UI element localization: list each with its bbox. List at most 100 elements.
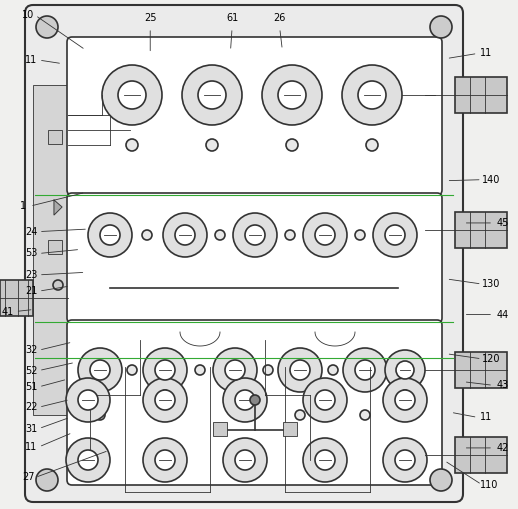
Circle shape — [182, 65, 242, 125]
Text: 52: 52 — [25, 365, 37, 376]
Text: 130: 130 — [482, 279, 500, 289]
Circle shape — [66, 378, 110, 422]
Circle shape — [385, 225, 405, 245]
Circle shape — [235, 390, 255, 410]
Circle shape — [195, 365, 205, 375]
Text: 11: 11 — [25, 55, 37, 65]
Circle shape — [142, 230, 152, 240]
Bar — [455, 212, 507, 248]
Text: 45: 45 — [496, 218, 509, 228]
Circle shape — [225, 360, 245, 380]
Circle shape — [295, 410, 305, 420]
Circle shape — [278, 81, 306, 109]
Circle shape — [36, 16, 58, 38]
Circle shape — [245, 225, 265, 245]
Circle shape — [315, 390, 335, 410]
Circle shape — [360, 410, 370, 420]
FancyBboxPatch shape — [67, 320, 442, 485]
Circle shape — [290, 360, 310, 380]
Circle shape — [163, 213, 207, 257]
Text: 27: 27 — [22, 472, 35, 483]
Polygon shape — [54, 200, 62, 215]
Circle shape — [160, 410, 170, 420]
Circle shape — [215, 230, 225, 240]
Circle shape — [430, 16, 452, 38]
Circle shape — [396, 361, 414, 379]
Text: 41: 41 — [2, 306, 14, 317]
Circle shape — [95, 410, 105, 420]
Circle shape — [320, 440, 330, 450]
Circle shape — [127, 365, 137, 375]
Text: 25: 25 — [144, 13, 156, 23]
Circle shape — [383, 378, 427, 422]
Text: 23: 23 — [25, 270, 37, 280]
Circle shape — [383, 438, 427, 482]
Bar — [48, 130, 62, 144]
Circle shape — [78, 390, 98, 410]
Bar — [0, 280, 33, 316]
Circle shape — [315, 225, 335, 245]
Text: 11: 11 — [480, 412, 492, 422]
Circle shape — [342, 65, 402, 125]
Circle shape — [285, 230, 295, 240]
Text: 21: 21 — [25, 286, 37, 296]
Circle shape — [223, 438, 267, 482]
Circle shape — [385, 350, 425, 390]
Circle shape — [88, 213, 132, 257]
Circle shape — [155, 450, 175, 470]
Text: 1: 1 — [20, 201, 26, 211]
Circle shape — [155, 360, 175, 380]
Circle shape — [175, 225, 195, 245]
Circle shape — [198, 81, 226, 109]
Circle shape — [36, 469, 58, 491]
Bar — [48, 240, 62, 254]
Circle shape — [355, 360, 375, 380]
Text: 11: 11 — [480, 48, 492, 59]
FancyBboxPatch shape — [67, 193, 442, 323]
Circle shape — [400, 440, 410, 450]
Text: 43: 43 — [496, 380, 509, 390]
Text: 22: 22 — [25, 402, 37, 412]
Circle shape — [206, 139, 218, 151]
Circle shape — [100, 225, 120, 245]
Text: 32: 32 — [25, 345, 37, 355]
Circle shape — [102, 65, 162, 125]
Text: 120: 120 — [482, 354, 500, 364]
Circle shape — [83, 440, 93, 450]
Circle shape — [355, 230, 365, 240]
Circle shape — [250, 395, 260, 405]
Circle shape — [78, 450, 98, 470]
Circle shape — [328, 365, 338, 375]
Text: 110: 110 — [480, 479, 499, 490]
Circle shape — [240, 440, 250, 450]
Bar — [455, 437, 507, 473]
Circle shape — [118, 81, 146, 109]
Circle shape — [262, 65, 322, 125]
Bar — [455, 352, 507, 388]
Circle shape — [303, 378, 347, 422]
Text: 11: 11 — [25, 442, 37, 452]
Circle shape — [366, 139, 378, 151]
Circle shape — [160, 390, 170, 400]
Bar — [455, 77, 507, 113]
Circle shape — [395, 390, 415, 410]
Bar — [33, 85, 68, 415]
Text: 61: 61 — [226, 13, 238, 23]
Circle shape — [233, 213, 277, 257]
Circle shape — [430, 469, 452, 491]
Text: 24: 24 — [25, 227, 37, 237]
Circle shape — [343, 348, 387, 392]
Text: 42: 42 — [496, 443, 509, 453]
Circle shape — [143, 378, 187, 422]
Text: 51: 51 — [25, 382, 37, 392]
Circle shape — [286, 139, 298, 151]
Circle shape — [90, 360, 110, 380]
Circle shape — [66, 438, 110, 482]
Circle shape — [373, 213, 417, 257]
Text: 10: 10 — [22, 10, 35, 20]
Circle shape — [53, 280, 63, 290]
Circle shape — [223, 378, 267, 422]
Circle shape — [143, 438, 187, 482]
Circle shape — [395, 450, 415, 470]
Circle shape — [126, 139, 138, 151]
